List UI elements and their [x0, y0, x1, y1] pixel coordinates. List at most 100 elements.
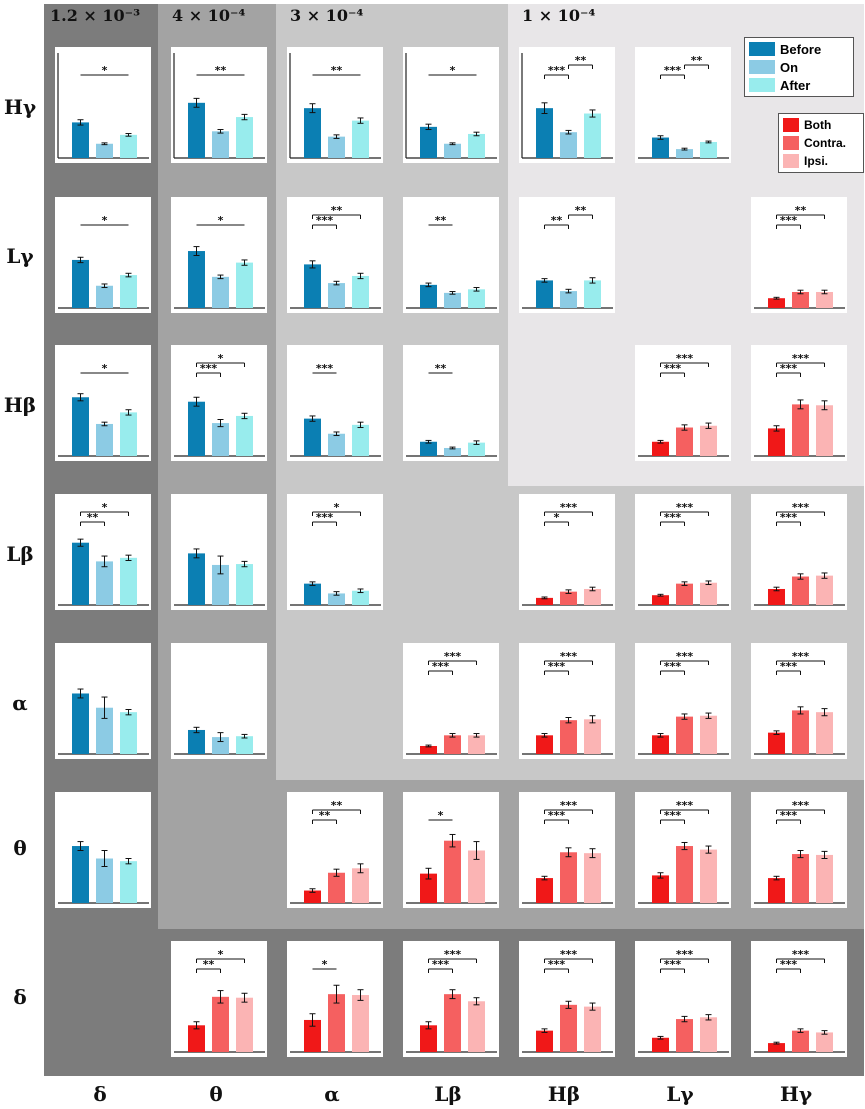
panel-r4-c6: ******	[751, 643, 847, 759]
significance-label: *	[450, 64, 456, 77]
panel-r2-c0: *	[55, 345, 151, 461]
bar-red-0	[768, 428, 785, 456]
header-threshold-2: 4 × 10⁻⁴	[172, 6, 246, 25]
bar-blue-0	[188, 251, 205, 308]
significance-bracket: ***	[544, 650, 593, 665]
significance-bracket: **	[312, 809, 337, 824]
bar-red-1	[444, 840, 461, 903]
panel-r4-c0	[55, 643, 151, 759]
significance-bracket: **	[312, 204, 361, 219]
bar-red-0	[652, 735, 669, 754]
panel-r5-c4: ******	[519, 792, 615, 908]
row-label-alpha: α	[12, 691, 28, 715]
significance-bracket: ***	[428, 650, 477, 665]
bar-blue-1	[444, 143, 461, 158]
bar-blue-1	[212, 423, 229, 456]
panel-r2-c6: ******	[751, 345, 847, 461]
bar-red-1	[792, 854, 809, 903]
bar-red-2	[700, 582, 717, 605]
significance-label: *	[218, 352, 224, 365]
significance-bracket: *	[544, 511, 569, 526]
row-label-hbeta: Hβ	[3, 393, 37, 417]
significance-label: **	[795, 204, 807, 217]
bar-blue-0	[420, 284, 437, 308]
legend-label: On	[780, 59, 799, 75]
bar-blue-2	[700, 141, 717, 158]
bar-red-0	[536, 597, 553, 605]
significance-bracket: ***	[660, 799, 709, 814]
significance-label: ***	[676, 650, 694, 663]
bar-red-0	[304, 1019, 321, 1052]
legend-red: Both Contra. Ipsi.	[778, 113, 864, 173]
legend-swatch	[749, 78, 775, 92]
bar-blue-1	[96, 707, 113, 754]
panel-r0-c2: **	[287, 47, 383, 163]
bar-blue-1	[328, 283, 345, 308]
significance-label: **	[435, 214, 447, 227]
significance-label: *	[438, 809, 444, 822]
bar-red-2	[816, 712, 833, 754]
significance-bracket: ***	[196, 362, 221, 377]
bar-blue-0	[420, 126, 437, 158]
panel-r6-c4: ******	[519, 941, 615, 1057]
significance-bracket: ***	[660, 64, 685, 79]
significance-label: *	[218, 214, 224, 227]
bar-blue-0	[188, 401, 205, 456]
significance-bracket: ***	[660, 948, 709, 963]
significance-label: ***	[780, 958, 798, 971]
bar-blue-2	[468, 442, 485, 456]
significance-bracket: **	[80, 511, 105, 526]
legend-swatch	[783, 154, 799, 168]
significance-bracket: **	[312, 64, 361, 77]
significance-bracket: ***	[776, 501, 825, 516]
significance-label: **	[319, 809, 331, 822]
legend-swatch	[783, 136, 799, 150]
significance-bracket: ***	[544, 948, 593, 963]
row-label-delta: δ	[13, 985, 27, 1009]
bar-blue-0	[72, 122, 89, 158]
significance-label: ***	[792, 501, 810, 514]
bar-red-1	[676, 846, 693, 903]
significance-bracket: *	[80, 501, 129, 516]
panel-r3-c2: ****	[287, 494, 383, 610]
bar-blue-2	[236, 415, 253, 456]
bar-blue-0	[72, 693, 89, 754]
bar-red-1	[444, 735, 461, 754]
legend-item-before: Before	[749, 40, 849, 58]
bar-red-1	[328, 994, 345, 1052]
significance-label: ***	[444, 650, 462, 663]
panel-background	[287, 494, 383, 610]
significance-bracket: *	[428, 64, 477, 77]
bar-red-1	[212, 996, 229, 1052]
significance-label: ***	[780, 214, 798, 227]
bar-red-0	[652, 595, 669, 605]
significance-bracket: ***	[660, 809, 685, 824]
col-label-alpha: α	[324, 1082, 340, 1106]
panel-r5-c0	[55, 792, 151, 908]
bar-blue-2	[120, 712, 137, 754]
bar-red-0	[652, 875, 669, 903]
panel-r1-c4: ** **	[519, 197, 615, 313]
bar-blue-1	[444, 447, 461, 456]
significance-bracket: *	[196, 352, 245, 367]
significance-bracket: **	[568, 54, 593, 69]
significance-label: *	[102, 214, 108, 227]
panel-r3-c1	[171, 494, 267, 610]
panel-r1-c2: *****	[287, 197, 383, 313]
legend-item-both: Both	[783, 116, 859, 134]
bar-blue-1	[212, 131, 229, 158]
bar-red-0	[652, 441, 669, 456]
significance-label: ***	[664, 64, 682, 77]
bar-red-2	[816, 575, 833, 605]
panel-r5-c3: *	[403, 792, 499, 908]
bar-red-1	[676, 1019, 693, 1052]
significance-bracket: ***	[544, 958, 569, 973]
bar-blue-1	[328, 593, 345, 605]
significance-bracket: ***	[428, 948, 477, 963]
col-label-lgamma: Lγ	[666, 1082, 694, 1106]
panel-r1-c3: **	[403, 197, 499, 313]
legend-item-ipsi: Ipsi.	[783, 152, 859, 170]
significance-label: ***	[664, 511, 682, 524]
bar-blue-1	[212, 564, 229, 605]
bar-red-0	[768, 1043, 785, 1052]
